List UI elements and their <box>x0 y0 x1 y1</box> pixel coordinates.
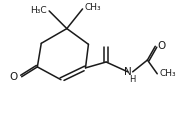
Text: H: H <box>129 75 135 84</box>
Text: CH₃: CH₃ <box>159 69 176 78</box>
Text: CH₃: CH₃ <box>84 3 101 12</box>
Text: O: O <box>9 72 18 82</box>
Text: N: N <box>124 67 132 77</box>
Text: H₃C: H₃C <box>31 6 47 15</box>
Text: O: O <box>157 41 166 51</box>
